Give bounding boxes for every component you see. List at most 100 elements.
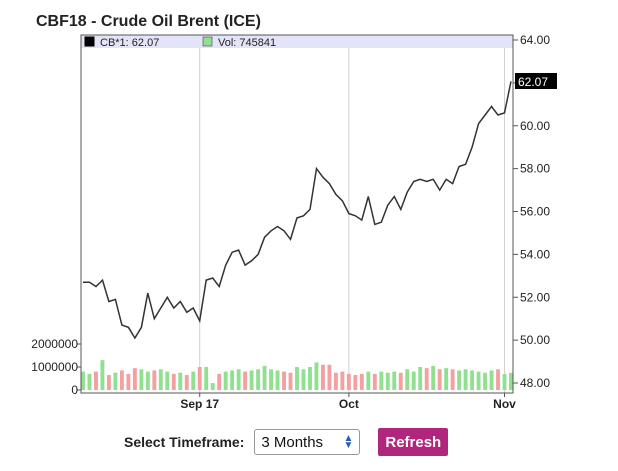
volume-bar xyxy=(470,370,475,390)
volume-tick-label: 0 xyxy=(71,383,78,397)
chart-title: CBF18 - Crude Oil Brent (ICE) xyxy=(36,13,261,30)
volume-bar xyxy=(320,364,325,390)
price-tick-label: 52.00 xyxy=(520,290,550,304)
volume-bar xyxy=(152,370,157,390)
volume-bar xyxy=(431,365,436,390)
volume-bar xyxy=(106,375,111,390)
timeframe-select-value: 3 Months xyxy=(261,433,324,451)
refresh-button[interactable]: Refresh xyxy=(378,428,449,456)
volume-bar xyxy=(223,371,228,390)
volume-bar xyxy=(301,369,306,390)
timeframe-select[interactable]: 3 Months ▲ ▼ xyxy=(254,429,361,455)
volume-bar xyxy=(398,372,403,390)
volume-bar xyxy=(119,370,124,390)
volume-bar xyxy=(178,372,183,390)
volume-bar xyxy=(204,367,209,390)
volume-bar xyxy=(457,370,462,390)
volume-bar xyxy=(295,367,299,390)
volume-bar xyxy=(418,367,423,390)
volume-bar xyxy=(191,371,196,390)
legend-volume-swatch xyxy=(202,36,213,47)
volume-bar xyxy=(139,369,144,390)
volume-bar xyxy=(496,369,500,390)
volume-bar xyxy=(132,368,137,390)
volume-bar xyxy=(353,375,358,390)
volume-tick-label: 1000000 xyxy=(31,360,78,374)
volume-bar xyxy=(236,369,241,390)
volume-bar xyxy=(171,373,176,390)
volume-bar xyxy=(197,367,202,390)
volume-bar xyxy=(314,362,319,390)
price-line xyxy=(83,81,512,340)
volume-bar xyxy=(230,370,235,390)
volume-bar xyxy=(288,372,293,390)
volume-bar xyxy=(126,373,131,390)
legend-price-label: CB*1: 62.07 xyxy=(100,37,159,49)
legend-bar xyxy=(81,35,513,48)
volume-bar xyxy=(81,371,85,390)
axis-labels: 64.0062.0060.0058.0056.0054.0052.0050.00… xyxy=(31,33,550,411)
volume-bar xyxy=(269,369,274,390)
select-arrows-icon: ▲ ▼ xyxy=(343,433,354,451)
price-tick-label: 50.00 xyxy=(520,333,550,347)
volume-bar xyxy=(94,371,98,390)
volume-bar xyxy=(483,372,488,390)
volume-bar xyxy=(308,367,312,390)
price-volume-chart: CB*1: 62.07 Vol: 745841 64.0062.0060.005… xyxy=(31,33,557,411)
volume-bar xyxy=(346,373,351,390)
volume-bar xyxy=(366,371,371,390)
last-price-tag: 62.07 xyxy=(518,75,548,89)
volume-bar xyxy=(275,370,280,390)
volume-bar xyxy=(217,373,222,390)
price-line-layer xyxy=(83,81,512,340)
volume-bar xyxy=(385,372,390,390)
volume-bar xyxy=(509,372,513,390)
volume-bar xyxy=(392,371,397,390)
timeframe-label: Select Timeframe: xyxy=(124,434,245,450)
volume-bar xyxy=(424,368,429,390)
timeframe-controls: Select Timeframe: 3 Months ▲ ▼ Refresh xyxy=(124,428,449,456)
volume-bar xyxy=(463,369,468,390)
volume-bar xyxy=(165,371,170,390)
volume-bar xyxy=(87,373,92,390)
volume-bar xyxy=(249,370,254,390)
volume-bar xyxy=(100,360,105,390)
volume-bar xyxy=(450,369,455,390)
volume-bar xyxy=(489,370,494,390)
volume-bar xyxy=(502,373,507,390)
volume-bar xyxy=(158,369,163,390)
volume-bar xyxy=(359,373,364,390)
volume-bar xyxy=(113,372,118,390)
volume-bar xyxy=(444,368,449,390)
legend-volume-label: Vol: 745841 xyxy=(218,37,276,49)
volume-bar xyxy=(476,371,481,390)
volume-bar xyxy=(145,371,150,390)
price-tick-label: 56.00 xyxy=(520,205,550,219)
volume-bar xyxy=(340,371,345,390)
x-tick-label: Oct xyxy=(339,397,359,411)
price-tick-label: 48.00 xyxy=(520,376,550,390)
volume-tick-label: 2000000 xyxy=(31,337,78,351)
x-tick-label: Sep 17 xyxy=(180,397,219,411)
plot-frame xyxy=(80,34,514,394)
volume-bar xyxy=(405,369,410,390)
legend-price-swatch xyxy=(84,36,95,47)
volume-bars xyxy=(81,360,513,390)
volume-bar xyxy=(210,383,215,390)
volume-bar xyxy=(282,371,286,390)
volume-bar xyxy=(333,372,338,390)
volume-bar xyxy=(379,371,384,390)
volume-bar xyxy=(256,369,261,390)
price-tick-label: 60.00 xyxy=(520,119,550,133)
volume-bar xyxy=(372,373,377,390)
x-tick-label: Nov xyxy=(493,397,516,411)
last-price-tag-bg xyxy=(515,73,557,89)
volume-bar xyxy=(327,364,332,390)
price-tick-label: 54.00 xyxy=(520,247,550,261)
volume-bar xyxy=(262,365,267,390)
volume-bar xyxy=(437,369,442,390)
price-tick-label: 64.00 xyxy=(520,33,550,47)
volume-bar xyxy=(184,375,189,390)
price-tick-label: 58.00 xyxy=(520,162,550,176)
volume-bar xyxy=(243,371,248,390)
